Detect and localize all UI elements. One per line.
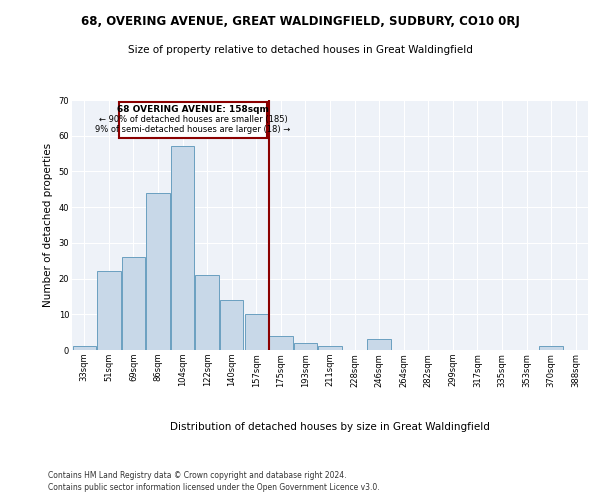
FancyBboxPatch shape [119, 102, 268, 138]
Bar [171, 146, 194, 350]
Bar [196, 275, 219, 350]
Text: 9% of semi-detached houses are larger (18) →: 9% of semi-detached houses are larger (1… [95, 125, 290, 134]
Text: 68, OVERING AVENUE, GREAT WALDINGFIELD, SUDBURY, CO10 0RJ: 68, OVERING AVENUE, GREAT WALDINGFIELD, … [80, 15, 520, 28]
Bar [73, 346, 96, 350]
Bar [539, 346, 563, 350]
Text: 68 OVERING AVENUE: 158sqm: 68 OVERING AVENUE: 158sqm [117, 105, 269, 114]
Bar [367, 340, 391, 350]
Bar [319, 346, 341, 350]
Bar [122, 257, 145, 350]
Text: Contains HM Land Registry data © Crown copyright and database right 2024.: Contains HM Land Registry data © Crown c… [48, 471, 347, 480]
Bar [146, 193, 170, 350]
Text: Distribution of detached houses by size in Great Waldingfield: Distribution of detached houses by size … [170, 422, 490, 432]
Text: ← 90% of detached houses are smaller (185): ← 90% of detached houses are smaller (18… [98, 115, 287, 124]
Y-axis label: Number of detached properties: Number of detached properties [43, 143, 53, 307]
Bar [294, 343, 317, 350]
Text: Contains public sector information licensed under the Open Government Licence v3: Contains public sector information licen… [48, 484, 380, 492]
Bar [269, 336, 293, 350]
Bar [97, 272, 121, 350]
Bar [245, 314, 268, 350]
Text: Size of property relative to detached houses in Great Waldingfield: Size of property relative to detached ho… [128, 45, 472, 55]
Bar [220, 300, 244, 350]
